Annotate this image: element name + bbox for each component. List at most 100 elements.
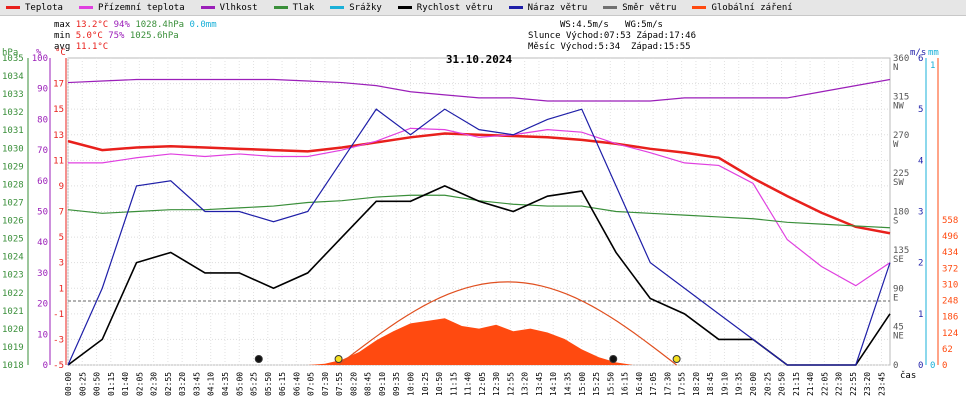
wind-tick: 4 — [918, 156, 923, 166]
series-line — [68, 127, 891, 287]
time-tick: 01:15 — [107, 372, 116, 396]
time-tick: 17:05 — [649, 372, 658, 396]
direction-label: E — [893, 293, 898, 303]
direction-tick: 0 — [893, 361, 898, 371]
legend-item: Rychlost větru — [397, 2, 493, 13]
legend-item: Směr větru — [603, 3, 676, 13]
humidity-tick: 10 — [37, 330, 48, 340]
pressure-tick: 1018 — [2, 361, 24, 371]
time-tick: 16:40 — [635, 372, 644, 396]
humidity-tick: 20 — [37, 300, 48, 310]
time-tick: 14:10 — [549, 372, 558, 396]
legend-label: Směr větru — [622, 2, 677, 13]
humidity-tick: 100 — [32, 54, 48, 64]
legend-item: Srážky — [330, 3, 382, 13]
time-tick: 10:50 — [435, 372, 444, 396]
temperature-tick: 5 — [59, 233, 64, 243]
time-tick: 19:35 — [735, 372, 744, 396]
legend-label: Náraz větru — [527, 2, 588, 13]
pressure-unit: hPa — [2, 48, 18, 58]
sun-marker — [334, 355, 343, 363]
radiation-tick: 186 — [942, 313, 958, 323]
time-tick: 03:45 — [192, 372, 201, 396]
legend-swatch — [330, 6, 345, 9]
wind-tick: 2 — [918, 259, 923, 269]
humidity-tick: 30 — [37, 269, 48, 279]
legend-swatch — [273, 6, 288, 9]
pressure-tick: 1035 — [2, 54, 24, 64]
direction-label: NE — [893, 332, 904, 342]
direction-label: SE — [893, 255, 904, 265]
legend-swatch — [397, 6, 412, 9]
pressure-tick: 1031 — [2, 126, 24, 136]
time-tick: 18:45 — [706, 372, 715, 396]
direction-tick: 135 — [893, 246, 909, 256]
pressure-tick: 1032 — [2, 108, 24, 118]
pressure-tick: 1024 — [2, 253, 24, 263]
legend-swatch — [508, 6, 523, 9]
time-tick: 09:35 — [392, 372, 401, 396]
temperature-tick: 11 — [53, 156, 64, 166]
pressure-tick: 1029 — [2, 162, 24, 172]
time-tick: 21:15 — [792, 372, 801, 396]
radiation-area — [307, 318, 634, 365]
time-tick: 21:40 — [806, 372, 815, 396]
rain-tick: 0 — [930, 361, 935, 371]
legend-item: Tlak — [273, 2, 315, 13]
moon-marker — [254, 355, 263, 363]
wind-tick: 0 — [918, 361, 923, 371]
wind-tick: 5 — [918, 105, 923, 115]
rain-tick: 1 — [930, 61, 935, 71]
time-tick: 16:15 — [621, 372, 630, 396]
temperature-unit: °C — [55, 48, 66, 58]
moon-marker — [609, 355, 618, 363]
temperature-tick: -1 — [53, 310, 64, 320]
time-tick: 07:30 — [321, 372, 330, 396]
legend-label: Tlak — [292, 2, 315, 13]
radiation-tick: 310 — [942, 280, 958, 290]
wind-summary: WS:4.5m/s WG:5m/s — [560, 20, 663, 30]
direction-tick: 225 — [893, 169, 909, 179]
sun-arc — [338, 281, 677, 366]
direction-tick: 270 — [893, 131, 909, 141]
radiation-tick: 434 — [942, 248, 958, 258]
time-tick: 06:15 — [278, 372, 287, 396]
sun-times: Slunce Východ:07:53 Západ:17:46 — [528, 31, 696, 41]
radiation-tick: 0 — [942, 361, 947, 371]
time-tick: 00:00 — [64, 372, 73, 396]
time-tick: 10:25 — [421, 372, 430, 396]
time-tick: 13:20 — [521, 372, 530, 396]
humidity-unit: % — [36, 48, 42, 58]
pressure-tick: 1033 — [2, 90, 24, 100]
temperature-tick: 7 — [59, 208, 64, 218]
time-tick: 11:40 — [464, 372, 473, 396]
direction-label: N — [893, 63, 898, 73]
legend-label: Rychlost větru — [416, 2, 493, 13]
radiation-tick: 124 — [942, 329, 958, 339]
humidity-tick: 50 — [37, 208, 48, 218]
humidity-tick: 0 — [43, 361, 48, 371]
series-line — [67, 132, 891, 235]
legend-swatch — [692, 6, 707, 9]
temperature-tick: -3 — [53, 335, 64, 345]
pressure-tick: 1034 — [2, 72, 24, 82]
time-tick: 05:50 — [264, 372, 273, 396]
legend-swatch — [6, 6, 20, 9]
time-tick: 22:05 — [820, 372, 829, 396]
time-tick: 12:55 — [506, 372, 515, 396]
time-tick: 17:30 — [663, 372, 672, 396]
time-tick: 17:55 — [678, 372, 687, 396]
legend-label: Globální záření — [711, 2, 793, 13]
time-tick: 01:40 — [121, 372, 130, 396]
radiation-tick: 248 — [942, 297, 958, 307]
pressure-tick: 1025 — [2, 235, 24, 245]
legend-label: Srážky — [349, 2, 382, 13]
series-line — [67, 108, 891, 366]
legend-item: Teplota — [6, 3, 63, 13]
time-tick: 05:25 — [250, 372, 259, 396]
radiation-tick: 558 — [942, 216, 958, 226]
wind-unit: m/s — [910, 48, 926, 58]
direction-label: NW — [893, 101, 904, 111]
temperature-tick: 3 — [59, 259, 64, 269]
